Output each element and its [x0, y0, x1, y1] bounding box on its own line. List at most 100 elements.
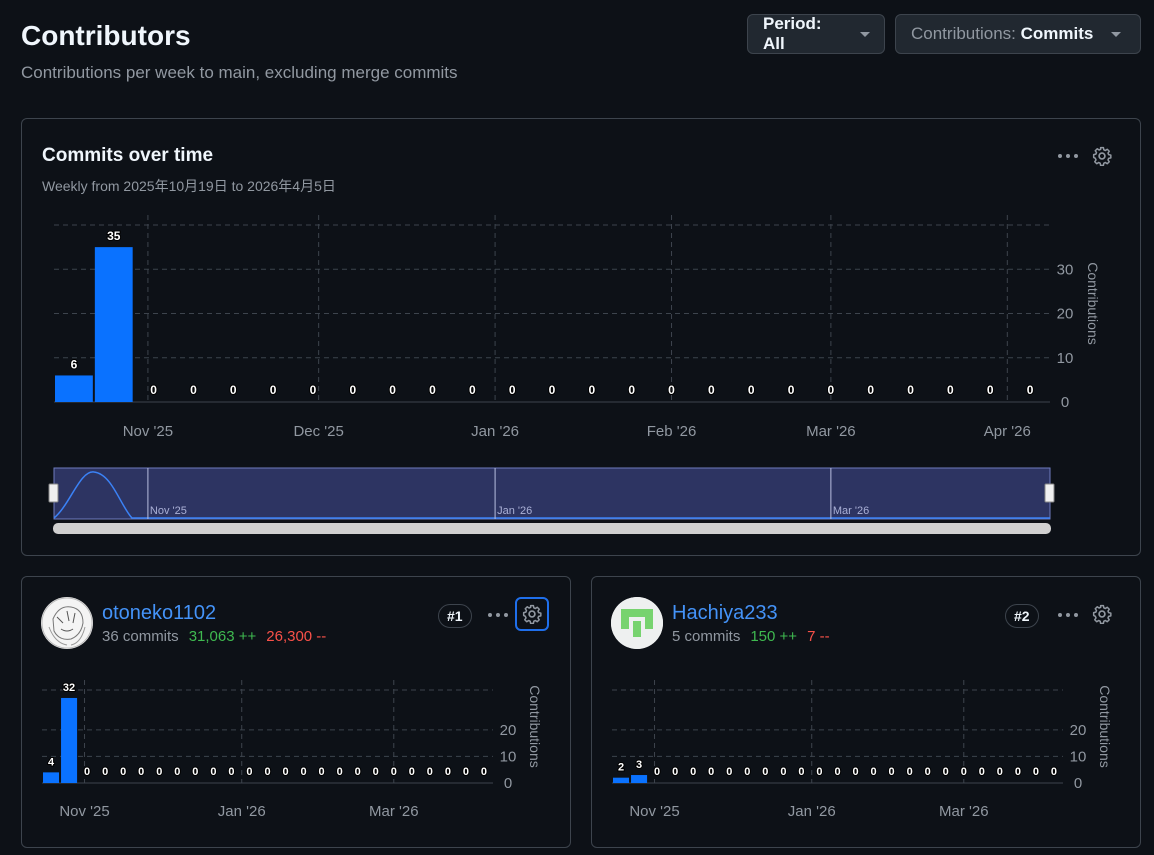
y-axis-title: Contributions	[1085, 262, 1101, 345]
commits-over-time-chart: Nov '25 Dec '25 Jan '26 Feb '26 Mar '26 Apr '…	[48, 215, 1101, 534]
chart-title: Commits over time	[42, 145, 214, 166]
contributor-card-1: otoneko1102 36 commits 31,063 ++ 26,300 --…	[21, 576, 571, 848]
y-tick-label: 10	[500, 748, 517, 765]
contributor-name-link[interactable]: Hachiya233	[672, 602, 778, 624]
data-label: 0	[192, 766, 198, 778]
data-label: 0	[780, 766, 786, 778]
data-label: 0	[816, 766, 822, 778]
data-label: 0	[337, 766, 343, 778]
data-label: 0	[762, 766, 768, 778]
data-label: 0	[230, 383, 237, 397]
avatar[interactable]	[611, 597, 663, 649]
contributor-stats: 5 commits 150 ++ 7 --	[672, 628, 830, 645]
x-tick-label: Mar '26	[939, 803, 989, 820]
y-tick-label: 0	[1061, 394, 1069, 411]
data-label: 0	[246, 766, 252, 778]
period-dropdown[interactable]: Period: All	[747, 14, 885, 54]
gear-icon[interactable]	[515, 597, 549, 631]
data-label: 0	[788, 383, 795, 397]
navigator-label: Jan '26	[497, 505, 532, 517]
y-axis-title: Contributions	[527, 685, 543, 768]
data-label: 0	[120, 766, 126, 778]
contributor-stats: 36 commits 31,063 ++ 26,300 --	[102, 628, 327, 645]
data-label: 0	[708, 766, 714, 778]
contributions-label: Contributions: Commits	[911, 24, 1094, 43]
data-label: 0	[1027, 383, 1034, 397]
data-label: 0	[961, 766, 967, 778]
data-label: 0	[355, 766, 361, 778]
rank-badge: #1	[438, 604, 472, 628]
kebab-horizontal-icon[interactable]	[1055, 143, 1081, 169]
data-label: 0	[445, 766, 451, 778]
data-label: 0	[979, 766, 985, 778]
chart-bar	[61, 697, 78, 783]
navigator-scrollbar[interactable]	[53, 523, 1051, 534]
y-tick-label: 0	[1074, 775, 1082, 792]
chart-bar	[613, 777, 630, 783]
y-tick-label: 10	[1070, 748, 1087, 765]
avatar[interactable]	[41, 597, 93, 649]
gear-icon[interactable]	[1085, 597, 1119, 631]
data-label: 32	[63, 682, 75, 694]
data-label: 0	[588, 383, 595, 397]
x-tick-label: Apr '26	[984, 423, 1031, 440]
data-label: 0	[463, 766, 469, 778]
avatar-sketch-image	[41, 597, 93, 649]
x-tick-label: Mar '26	[369, 803, 419, 820]
data-label: 0	[748, 383, 755, 397]
page-title: Contributors	[21, 20, 191, 51]
data-label: 0	[409, 766, 415, 778]
data-label: 4	[48, 756, 55, 768]
data-label: 0	[654, 766, 660, 778]
data-label: 0	[708, 383, 715, 397]
data-label: 0	[852, 766, 858, 778]
data-label: 0	[907, 766, 913, 778]
triangle-down-icon	[1111, 31, 1122, 37]
data-label: 2	[618, 762, 624, 774]
page-subtitle: Contributions per week to main, excludin…	[21, 63, 458, 82]
data-label: 0	[138, 766, 144, 778]
data-label: 0	[349, 383, 356, 397]
identicon-image	[611, 597, 663, 649]
data-label: 0	[987, 383, 994, 397]
data-label: 0	[389, 383, 396, 397]
x-tick-label: Feb '26	[647, 423, 697, 440]
data-label: 0	[549, 383, 556, 397]
navigator-handle-right[interactable]	[1044, 483, 1055, 503]
data-label: 0	[943, 766, 949, 778]
data-label: 0	[690, 766, 696, 778]
x-tick-label: Jan '26	[471, 423, 519, 440]
kebab-horizontal-icon[interactable]	[485, 602, 511, 628]
contributions-dropdown[interactable]: Contributions: Commits	[895, 14, 1141, 54]
data-label: 3	[636, 759, 642, 771]
x-tick-label: Nov '25	[59, 803, 109, 820]
data-label: 0	[997, 766, 1003, 778]
kebab-horizontal-icon[interactable]	[1055, 602, 1081, 628]
chart-bar	[55, 375, 93, 402]
y-tick-label: 20	[1057, 306, 1074, 323]
data-label: 0	[429, 383, 436, 397]
navigator-handle-left[interactable]	[48, 483, 59, 503]
contributor-name-link[interactable]: otoneko1102	[102, 602, 217, 624]
y-tick-label: 20	[500, 722, 517, 739]
y-tick-label: 30	[1057, 261, 1074, 278]
data-label: 0	[668, 383, 675, 397]
data-label: 0	[871, 766, 877, 778]
data-label: 0	[867, 383, 874, 397]
y-tick-label: 20	[1070, 722, 1087, 739]
period-label: Period: All	[763, 14, 822, 53]
chart-subtitle: Weekly from 2025年10月19日 to 2026年4月5日	[42, 178, 336, 194]
rank-badge: #2	[1005, 604, 1039, 628]
gear-icon[interactable]	[1085, 139, 1119, 173]
data-label: 0	[391, 766, 397, 778]
data-label: 6	[71, 357, 78, 371]
triangle-down-icon	[860, 31, 870, 37]
navigator-series-line	[53, 471, 1050, 519]
contributor-card-2: Hachiya233 5 commits 150 ++ 7 -- #2	[591, 576, 1141, 848]
data-label: 0	[373, 766, 379, 778]
data-label: 0	[319, 766, 325, 778]
x-tick-label: Dec '25	[293, 423, 343, 440]
data-label: 0	[726, 766, 732, 778]
data-label: 35	[107, 229, 121, 243]
